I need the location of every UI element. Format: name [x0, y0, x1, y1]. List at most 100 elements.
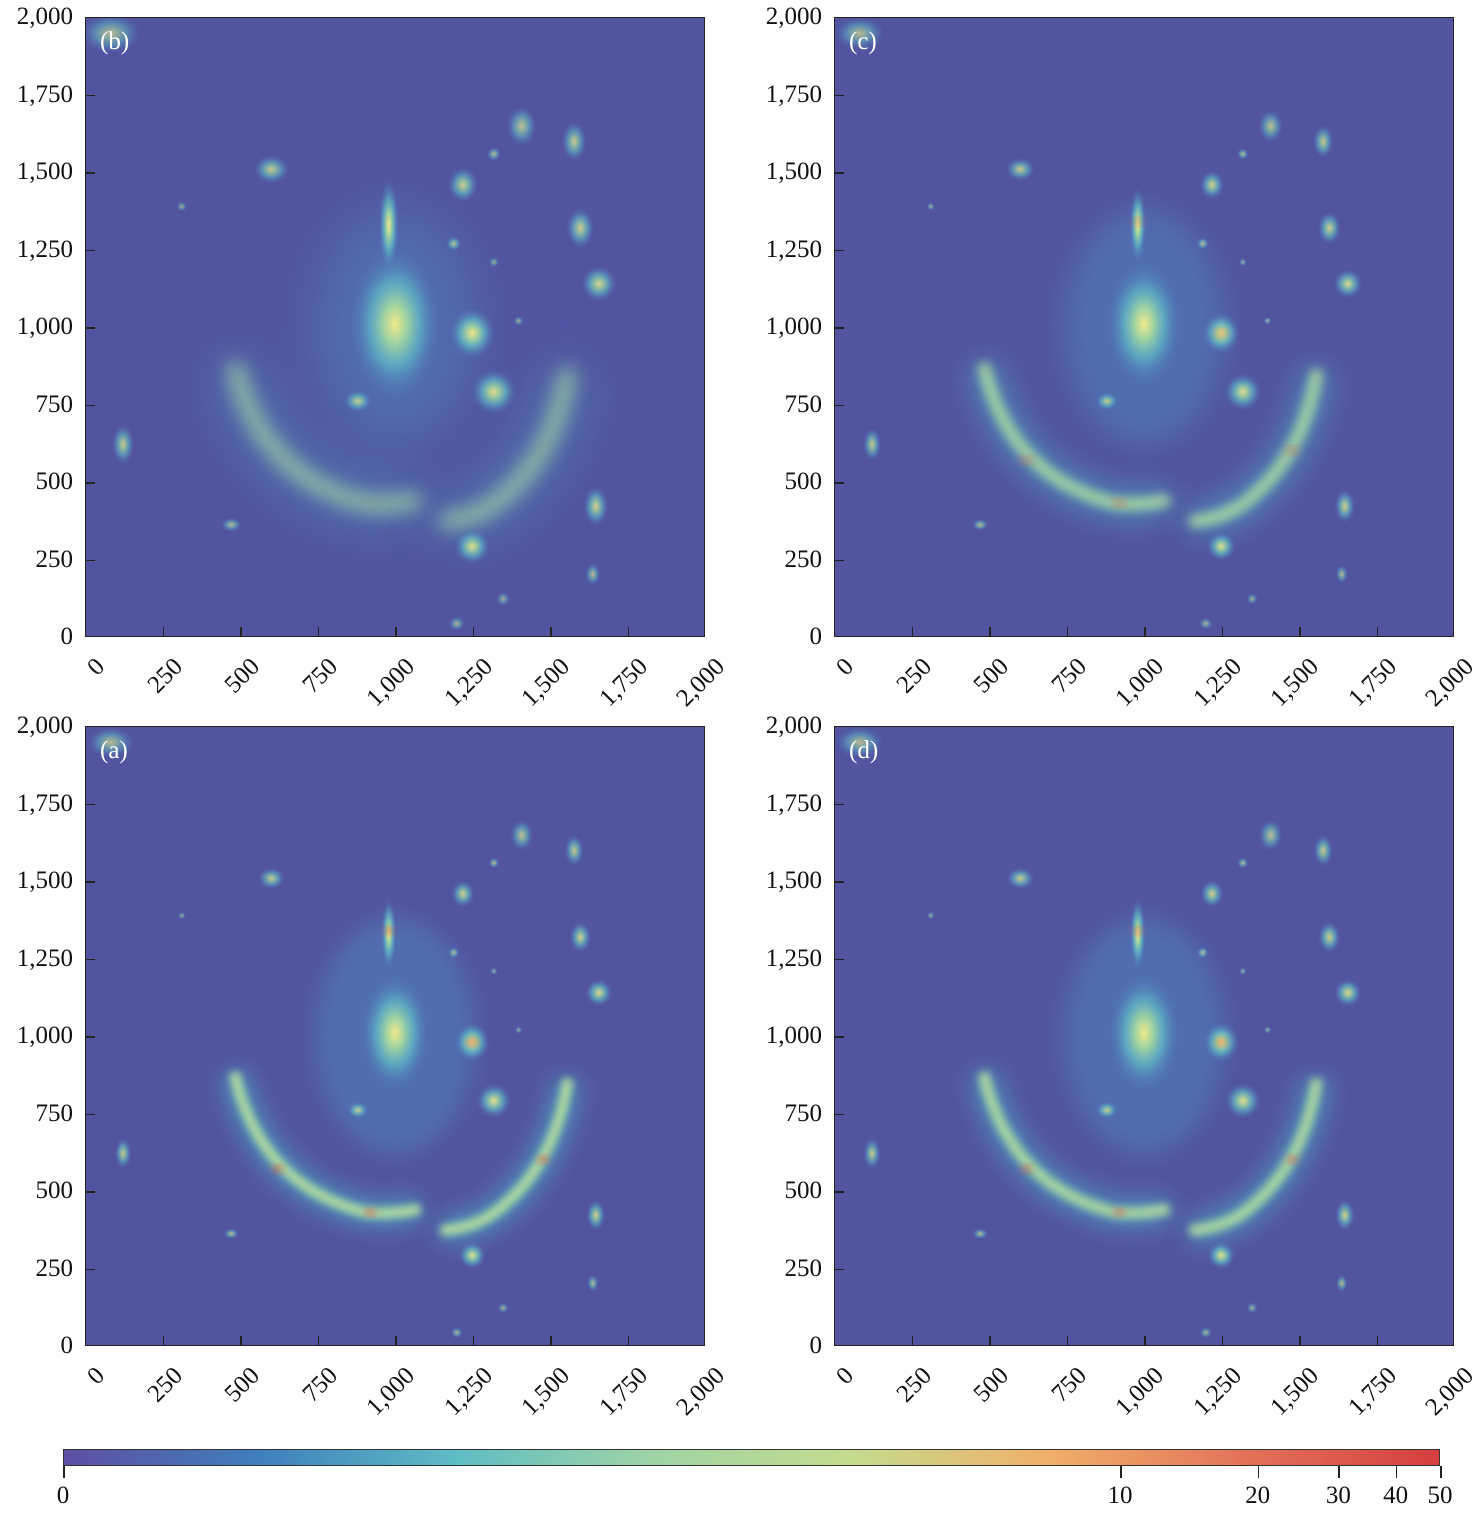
source [1317, 211, 1342, 245]
x-tick-label: 750 [1045, 653, 1092, 699]
arc-left-core [232, 1072, 421, 1216]
x-tick-label: 250 [141, 653, 188, 699]
panel-bottom-left: (a) 0 0 250 250 500 500 750 750 1,000 1,000 1,250 1,… [17, 712, 730, 1421]
y-tick [834, 1191, 844, 1193]
y-tick [85, 249, 95, 251]
x-tick [1299, 627, 1301, 637]
y-tick-label: 1,500 [765, 867, 822, 894]
source [223, 1228, 240, 1240]
y-tick-label: 250 [35, 545, 74, 573]
source [835, 727, 884, 759]
y-tick-label: 500 [35, 1177, 74, 1204]
arc-right-core [1190, 1078, 1320, 1233]
arc-left-core [981, 363, 1170, 507]
source [1318, 921, 1341, 954]
y-tick [85, 94, 95, 96]
y-tick [85, 881, 95, 883]
source [1196, 946, 1209, 959]
source [509, 819, 534, 851]
heatmap-image: (c) [834, 17, 1454, 637]
x-tick-label: 1,000 [1110, 1362, 1170, 1421]
colorbar-tick [63, 1466, 65, 1478]
y-tick [834, 881, 844, 883]
y-tick-label: 1,750 [16, 80, 73, 108]
y-tick-label: 0 [809, 623, 823, 650]
y-tick-label: 1,000 [16, 313, 73, 340]
source [1224, 1082, 1261, 1119]
source [488, 857, 500, 869]
x-tick-label: 750 [1045, 1362, 1092, 1408]
y-tick-label: 500 [35, 468, 74, 495]
x-tick-label: 1,000 [361, 653, 421, 712]
y-tick-label: 1,250 [765, 944, 822, 972]
y-tick-label: 1,750 [765, 789, 822, 817]
x-tick-label: 1,750 [593, 1362, 653, 1421]
source [1258, 819, 1283, 852]
peak [538, 1156, 549, 1163]
source [506, 105, 538, 147]
x-tick [627, 1336, 629, 1346]
source [359, 974, 431, 1092]
source [343, 389, 373, 413]
colorbar-tick [1395, 1466, 1398, 1478]
peak [1114, 1209, 1125, 1216]
source [176, 201, 187, 212]
x-tick-label: 500 [968, 653, 1015, 699]
x-tick-label: 2,000 [1420, 653, 1480, 712]
peak [272, 456, 283, 463]
x-tick [240, 627, 242, 637]
source [863, 1137, 881, 1170]
peak [1216, 330, 1227, 337]
colorbar-tick [1338, 1466, 1340, 1478]
x-tick-label: 750 [296, 653, 343, 699]
x-tick-label: 1,750 [1342, 653, 1402, 712]
y-tick [834, 172, 844, 174]
peak [1021, 1165, 1032, 1172]
x-tick [162, 1336, 164, 1346]
x-tick [1144, 627, 1146, 637]
source [1237, 857, 1249, 869]
panel-bottom-right: (d) 0 0 250 250 500 500 750 750 1,000 1,000 1,250 1,… [766, 712, 1479, 1421]
y-tick [85, 172, 95, 174]
x-tick [989, 627, 991, 637]
colorbar-tick [1440, 1466, 1442, 1478]
peak [1287, 447, 1298, 454]
x-tick-label: 1,250 [1187, 653, 1247, 712]
y-tick-label: 500 [784, 1177, 823, 1204]
source [86, 18, 142, 54]
source [585, 562, 601, 586]
source [926, 202, 935, 211]
peak [538, 447, 549, 454]
y-tick [85, 803, 95, 805]
x-tick-label: 500 [219, 1362, 266, 1408]
x-tick-label: 1,750 [593, 653, 653, 712]
x-tick [550, 627, 552, 637]
y-tick-label: 1,750 [16, 789, 73, 817]
x-tick-label: 1,250 [1187, 1362, 1247, 1421]
y-tick [85, 1268, 95, 1270]
y-tick [85, 958, 95, 960]
x-tick-label: 500 [968, 1362, 1015, 1408]
y-tick [85, 559, 95, 561]
x-tick-label: 0 [831, 1362, 860, 1390]
source [1206, 531, 1236, 562]
source [1263, 316, 1272, 326]
x-tick [911, 627, 913, 637]
source [486, 146, 502, 162]
y-tick [85, 327, 95, 329]
source [1258, 109, 1284, 143]
peak [272, 1165, 283, 1172]
source [257, 867, 286, 890]
source [489, 967, 498, 976]
y-tick [85, 1191, 95, 1193]
y-tick-label: 1,000 [765, 313, 822, 340]
peak [365, 500, 376, 507]
x-tick [1376, 627, 1378, 637]
colorbar [63, 1449, 1440, 1466]
y-tick-label: 500 [784, 468, 823, 495]
y-tick [85, 1113, 95, 1115]
source [1334, 489, 1356, 524]
source [583, 485, 609, 527]
x-tick-label: 0 [82, 1362, 111, 1390]
source [1334, 1199, 1355, 1232]
